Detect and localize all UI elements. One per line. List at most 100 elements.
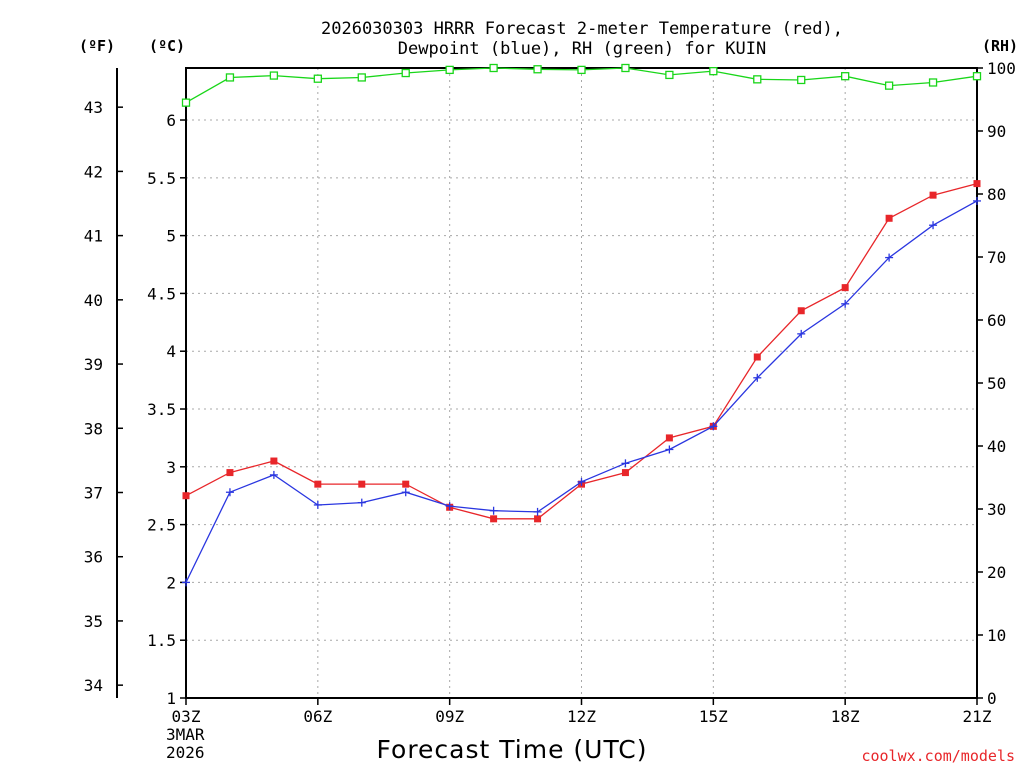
dewpoint-point: [401, 488, 410, 497]
celsius-tick-label: 3: [166, 458, 176, 477]
x-tick-label: 15Z: [699, 707, 728, 726]
dewpoint-point: [753, 373, 762, 382]
rh-point: [709, 67, 718, 76]
dewpoint-point: [269, 470, 278, 479]
temperature-point: [797, 307, 805, 315]
dewpoint-point: [929, 221, 938, 230]
temperature-point: [665, 434, 673, 442]
rh-unit-label: (RH): [982, 37, 1018, 55]
rh-point: [533, 65, 542, 74]
rh-point: [489, 63, 498, 73]
data-series: [181, 63, 982, 587]
x-tick-label: 12Z: [567, 707, 596, 726]
celsius-tick-label: 1: [166, 689, 176, 708]
rh-point: [225, 73, 235, 82]
dewpoint-point: [182, 578, 190, 587]
fahrenheit-tick-label: 41: [84, 227, 103, 246]
rh-point: [665, 70, 674, 80]
rh-tick-label: 20: [987, 563, 1006, 582]
celsius-tick-label: 2: [166, 573, 176, 592]
chart-title-line2: Dewpoint (blue), RH (green) for KUIN: [398, 39, 766, 59]
fahrenheit-tick-label: 34: [84, 676, 103, 695]
rh-point: [269, 71, 279, 80]
rh-tick-label: 90: [987, 122, 1006, 141]
dewpoint-point: [621, 459, 630, 468]
dewpoint-point: [225, 488, 234, 497]
temperature-point: [182, 492, 190, 500]
temperature-point: [358, 480, 366, 488]
gridlines: [186, 68, 977, 698]
rh-tick-label: 70: [987, 248, 1006, 267]
fahrenheit-tick-label: 42: [84, 162, 103, 181]
rh-point: [621, 63, 630, 73]
fahrenheit-tick-label: 43: [84, 98, 103, 117]
rh-tick-label: 100: [987, 59, 1016, 78]
dewpoint-point: [489, 506, 498, 515]
rh-tick-label: 50: [987, 374, 1006, 393]
fahrenheit-tick-label: 35: [84, 612, 103, 631]
celsius-tick-label: 5: [166, 227, 176, 246]
celsius-tick-label: 1.5: [147, 631, 176, 650]
rh-tick-label: 0: [987, 689, 997, 708]
rh-tick-label: 80: [987, 185, 1006, 204]
temperature-point: [753, 353, 761, 361]
celsius-tick-label: 2.5: [147, 516, 176, 535]
fahrenheit-unit-label: (ºF): [79, 37, 115, 55]
rh-point: [445, 65, 454, 75]
fahrenheit-tick-label: 39: [84, 355, 103, 374]
rh-tick-label: 10: [987, 626, 1006, 645]
dewpoint-point: [841, 299, 850, 308]
temperature-point: [929, 191, 937, 199]
credit-text: coolwx.com/models: [861, 747, 1015, 765]
temperature-point: [621, 469, 629, 477]
temperature-point: [534, 515, 542, 523]
celsius-tick-label: 4: [166, 342, 176, 361]
tick-labels: 1 1.5 2 2.5 3 3.5 4 4.5 5 5.5 6 34 35 36 37 38 39 40 41 42 4…: [84, 59, 1016, 762]
x-tick-label: 21Z: [963, 707, 992, 726]
temperature-point: [226, 469, 234, 477]
rh-tick-label: 30: [987, 500, 1006, 519]
rh-point: [841, 72, 850, 81]
rh-point: [357, 73, 366, 82]
x-tick-label: 06Z: [303, 707, 332, 726]
fahrenheit-tick-label: 40: [84, 291, 103, 310]
dewpoint-point: [445, 502, 454, 511]
temperature-point: [314, 480, 322, 488]
rh-point: [884, 81, 894, 90]
x-tick-label: 03Z: [172, 707, 201, 726]
rh-point: [753, 75, 762, 84]
dewpoint-point: [885, 253, 894, 262]
dewpoint-point: [709, 422, 718, 431]
rh-point: [797, 75, 806, 85]
celsius-unit-label: (ºC): [149, 37, 185, 55]
temperature-point: [270, 457, 278, 465]
temperature-point: [973, 180, 981, 188]
celsius-tick-label: 3.5: [147, 400, 176, 419]
dewpoint-point: [665, 445, 674, 454]
temperature-point: [402, 480, 410, 488]
rh-point: [313, 74, 322, 83]
rh-point: [181, 98, 191, 107]
chart-title-line1: 2026030303 HRRR Forecast 2-meter Tempera…: [321, 19, 843, 39]
dewpoint-point: [313, 500, 322, 509]
x-tick-label: 18Z: [831, 707, 860, 726]
celsius-tick-label: 6: [166, 111, 176, 130]
x-tick-label: 09Z: [435, 707, 464, 726]
dewpoint-point: [357, 498, 366, 507]
dewpoint-point: [577, 477, 586, 486]
celsius-tick-label: 5.5: [147, 169, 176, 188]
rh-point: [928, 78, 938, 87]
dewpoint-point: [973, 196, 981, 205]
temperature-point: [885, 214, 893, 222]
rh-point: [577, 65, 586, 75]
rh-tick-label: 60: [987, 311, 1006, 330]
x-axis-label: Forecast Time (UTC): [377, 735, 648, 764]
x-tick-year: 2026: [166, 743, 205, 762]
temperature-point: [841, 284, 849, 292]
fahrenheit-tick-label: 37: [84, 483, 103, 502]
rh-point: [972, 72, 982, 81]
x-tick-date: 3MAR: [166, 725, 205, 744]
celsius-tick-label: 4.5: [147, 284, 176, 303]
fahrenheit-tick-label: 36: [84, 548, 103, 567]
